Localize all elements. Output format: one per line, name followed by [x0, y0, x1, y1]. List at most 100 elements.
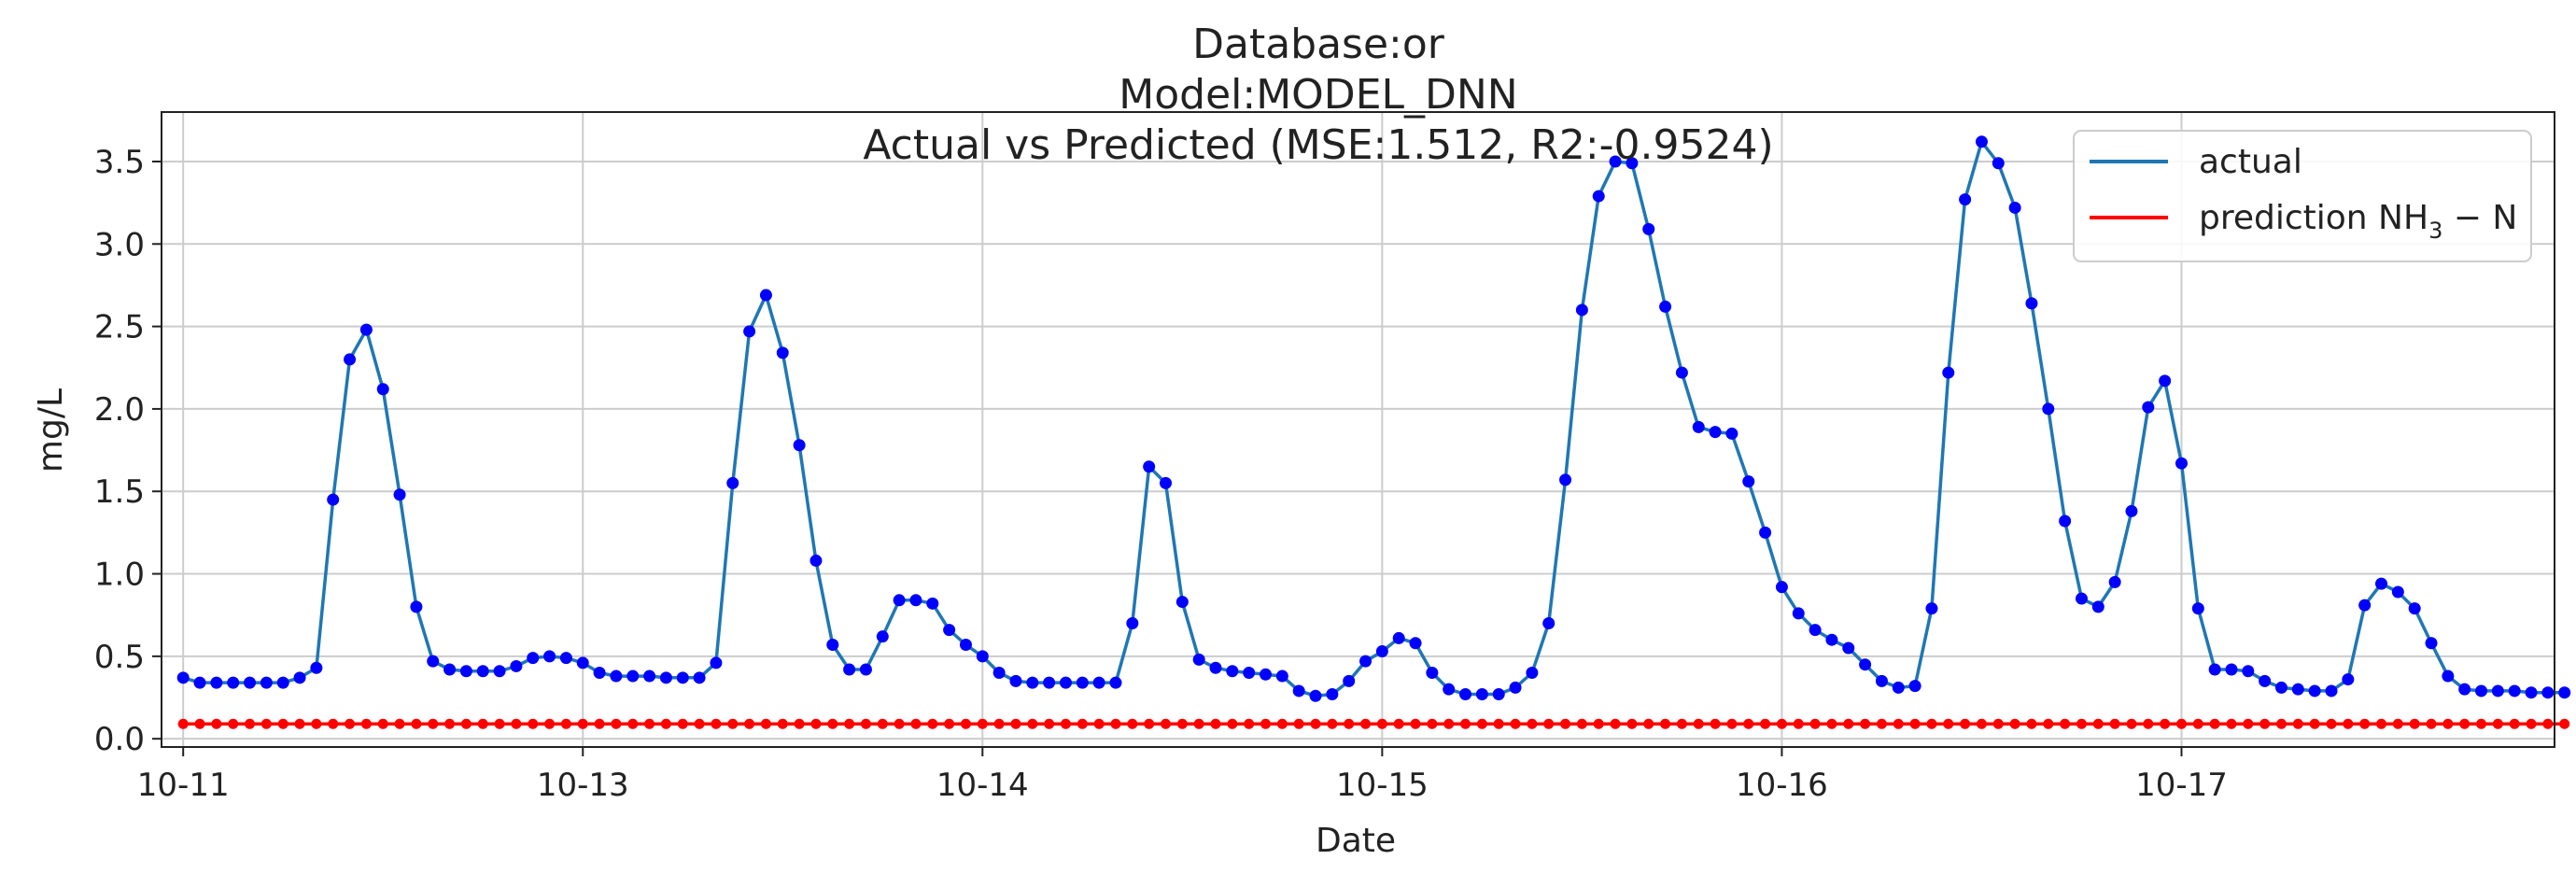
prediction-point [1992, 718, 2004, 729]
prediction-point [2326, 718, 2337, 729]
actual-point [976, 650, 989, 663]
prediction-point [844, 718, 855, 729]
actual-point [2091, 600, 2104, 613]
legend-actual-label: actual [2199, 143, 2302, 181]
actual-point [1825, 633, 1838, 646]
actual-point [1492, 687, 1505, 700]
actual-point [2059, 514, 2072, 528]
actual-point [726, 476, 739, 489]
prediction-point [1210, 718, 1221, 729]
actual-point [1126, 617, 1139, 630]
legend-prediction-label: prediction NH3 − N [2199, 199, 2517, 244]
prediction-point [2192, 718, 2203, 729]
actual-point [2325, 684, 2338, 698]
actual-point [1942, 366, 1955, 379]
actual-point [1809, 624, 1822, 637]
prediction-point [2126, 718, 2137, 729]
prediction-point [694, 718, 705, 729]
prediction-point [1293, 718, 1304, 729]
actual-point [459, 665, 472, 678]
prediction-point [644, 718, 655, 729]
legend-prediction-main: prediction NH [2199, 199, 2428, 237]
prediction-point [377, 718, 388, 729]
prediction-point [927, 718, 938, 729]
actual-point [1459, 687, 1472, 700]
actual-point [1292, 684, 1305, 698]
actual-point [2458, 683, 2471, 696]
actual-point [1675, 366, 1688, 379]
prediction-point [993, 718, 1005, 729]
actual-point [659, 671, 672, 684]
actual-point [2342, 673, 2355, 686]
actual-point [2425, 637, 2438, 650]
prediction-point [2426, 718, 2437, 729]
actual-point [926, 597, 939, 610]
prediction-point [1410, 718, 1421, 729]
actual-point [2541, 686, 2555, 699]
prediction-point [2143, 718, 2154, 729]
actual-point [227, 676, 240, 689]
actual-point [1526, 667, 1539, 680]
title-line-1: Database:or [1192, 21, 1445, 68]
actual-point [2508, 684, 2521, 698]
prediction-point [1476, 718, 1487, 729]
actual-point [1092, 676, 1105, 689]
y-tick-label: 1.0 [94, 557, 145, 594]
prediction-point [1960, 718, 1971, 729]
prediction-point [1809, 718, 1821, 729]
actual-point [2558, 686, 2571, 699]
actual-point [1792, 607, 1805, 620]
prediction-point [1676, 718, 1687, 729]
actual-point [2308, 684, 2321, 698]
prediction-point [1760, 718, 1771, 729]
prediction-point [2509, 718, 2520, 729]
actual-point [2274, 681, 2287, 694]
prediction-point [477, 718, 488, 729]
prediction-point [2043, 718, 2054, 729]
actual-point [1659, 300, 1672, 313]
actual-point [493, 665, 506, 678]
actual-point [676, 671, 689, 684]
prediction-point [345, 718, 356, 729]
prediction-point [677, 718, 688, 729]
prediction-point [1626, 718, 1638, 729]
prediction-point [1393, 718, 1404, 729]
prediction-point [328, 718, 339, 729]
actual-point [1859, 658, 1872, 671]
actual-point [2025, 297, 2038, 310]
prediction-point [1660, 718, 1671, 729]
prediction-point [245, 718, 256, 729]
actual-point [743, 325, 756, 338]
actual-point [1908, 680, 1921, 693]
prediction-point [411, 718, 422, 729]
actual-point [1076, 676, 1089, 689]
actual-point [1026, 676, 1039, 689]
prediction-point [1193, 718, 1204, 729]
actual-point [843, 663, 856, 676]
actual-point [1575, 303, 1588, 317]
actual-point [193, 676, 206, 689]
prediction-point [528, 718, 539, 729]
actual-point [1275, 670, 1288, 683]
actual-point [1109, 676, 1122, 689]
actual-point [2042, 402, 2055, 416]
prediction-point [777, 718, 788, 729]
chart-title: Database:or Model:MODEL_DNN [1119, 21, 1517, 119]
actual-point [593, 667, 606, 680]
prediction-point [860, 718, 871, 729]
plot-frame [161, 111, 2555, 748]
prediction-point [1227, 718, 1238, 729]
prediction-point [1710, 718, 1721, 729]
actual-point [376, 383, 389, 396]
actual-point [244, 676, 257, 689]
prediction-point [1310, 718, 1321, 729]
prediction-point [877, 718, 888, 729]
prediction-point [1893, 718, 1904, 729]
legend-prediction-suffix: − N [2442, 199, 2517, 237]
prediction-point [1093, 718, 1105, 729]
actual-point [1359, 655, 1372, 668]
actual-point [1542, 617, 1555, 630]
prediction-point [660, 718, 671, 729]
prediction-point [960, 718, 971, 729]
actual-point [643, 670, 656, 683]
